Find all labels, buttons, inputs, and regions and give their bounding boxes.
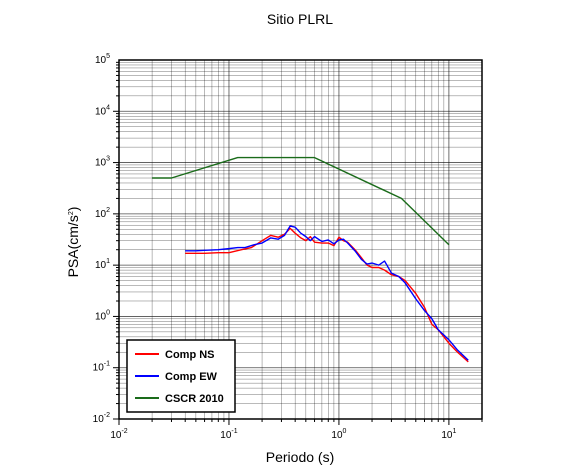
chart-title: Sitio PLRL [267,11,333,27]
y-tick-label-base: 10 [93,414,105,425]
y-tick-label: 10-1 [93,361,110,374]
y-tick-label: 101 [95,258,110,271]
y-tick-label-exp: -2 [104,412,110,419]
plot-series [152,156,469,363]
legend-label-comp-ew: Comp EW [165,371,218,383]
y-tick-label: 10-2 [93,412,110,425]
series-line-comp-ew [185,225,469,361]
y-axis-label-sup: 2 [68,211,75,215]
x-tick-label: 10-1 [220,428,237,441]
y-tick-label: 100 [95,309,110,322]
legend: Comp NS Comp EW CSCR 2010 [126,339,236,413]
y-axis-label: PSA(cm/s2) [65,207,81,278]
x-tick-label-base: 10 [110,430,122,441]
y-tick-label-base: 10 [95,106,107,117]
series-line-cscr-2010 [152,156,450,246]
legend-label-cscr-2010: CSCR 2010 [165,393,224,405]
y-tick-label: 105 [95,53,110,66]
x-tick-label: 101 [441,428,456,441]
y-tick-label-exp: 2 [106,207,110,214]
x-tick-label: 10-2 [110,428,127,441]
y-tick-label-exp: 1 [106,258,110,265]
y-tick-label-base: 10 [93,363,105,374]
x-tick-label-base: 10 [331,430,343,441]
y-tick-label-base: 10 [95,55,107,66]
x-tick-label-exp: 1 [453,428,457,435]
grid [118,60,483,420]
plot-frame [118,59,483,420]
legend-label-comp-ns: Comp NS [165,349,215,361]
x-tick-label-exp: 0 [343,428,347,435]
y-tick-label-base: 10 [95,311,107,322]
y-tick-label-exp: -1 [104,361,110,368]
y-tick-label-base: 10 [95,158,107,169]
y-axis-label-main: PSA(cm/s [65,215,81,277]
x-tick-label-base: 10 [441,430,453,441]
y-tick-label-base: 10 [95,209,107,220]
y-tick-label: 102 [95,207,110,220]
y-tick-label: 103 [95,156,110,169]
y-axis-label-end: ) [65,207,81,212]
y-tick-label: 104 [95,104,110,117]
x-tick-label-exp: -2 [121,428,127,435]
x-tick-label: 100 [331,428,346,441]
x-tick-label-exp: -1 [231,428,237,435]
x-tick-label-base: 10 [220,430,232,441]
y-tick-label-exp: 0 [106,309,110,316]
y-tick-label-base: 10 [95,260,107,271]
y-tick-label-exp: 5 [106,53,110,60]
y-tick-label-exp: 4 [106,104,110,111]
y-tick-label-exp: 3 [106,156,110,163]
x-axis-label: Periodo (s) [266,449,334,465]
